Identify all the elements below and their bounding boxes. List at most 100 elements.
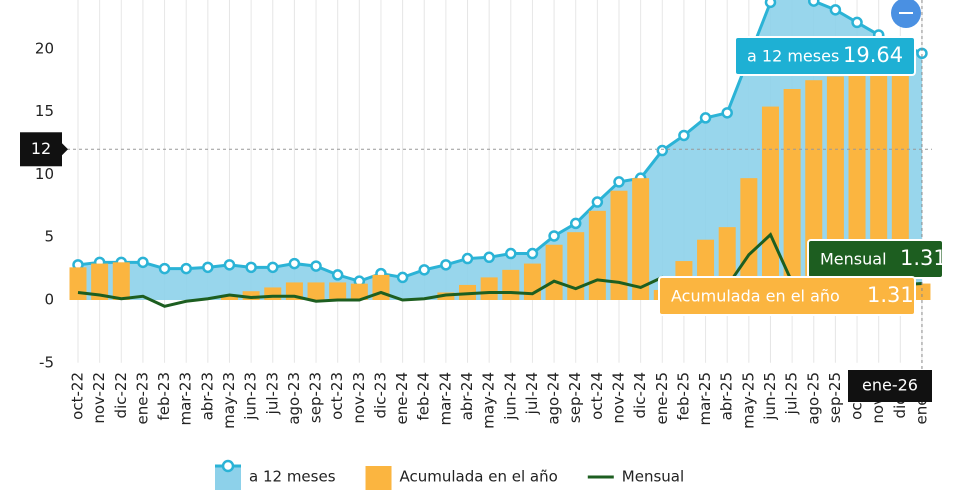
- point: [418, 264, 430, 276]
- bar: [112, 262, 130, 300]
- x-tick-label: dic-23: [371, 372, 389, 418]
- point: [223, 259, 236, 271]
- y-tick-label: 5: [44, 228, 54, 246]
- x-tick-label: ago-23: [285, 372, 303, 425]
- point: [440, 259, 452, 271]
- line: [77, 232, 923, 308]
- legend-swatch-dot: [221, 459, 235, 473]
- bar: [350, 283, 368, 300]
- x-tick-label: mar-24: [436, 372, 454, 426]
- x-tooltip-box: [848, 370, 932, 402]
- legend-item: Mensual: [587, 468, 684, 486]
- x-tick-label: ago-24: [545, 372, 563, 425]
- point: [569, 217, 582, 230]
- bar: [264, 287, 282, 300]
- point: [829, 4, 842, 16]
- y-tick-label: 0: [44, 291, 54, 309]
- area-line: [77, 0, 923, 283]
- tooltip-label: a 12 meses: [747, 47, 839, 66]
- point: [483, 251, 495, 264]
- legend-item: Acumulada en el año: [365, 466, 558, 490]
- bar: [545, 244, 563, 300]
- y-tick-label: -5: [39, 353, 54, 371]
- point: [461, 252, 474, 265]
- overlay: 12 a 12 meses 19.64 Mensual 1.31 Acumulada en…: [20, 0, 947, 402]
- bar: [891, 43, 909, 300]
- x-tick-label: jul-24: [523, 372, 541, 415]
- reference-tag-arrow: [62, 143, 68, 156]
- tooltip-value: 1.31: [867, 283, 914, 307]
- bar: [610, 190, 628, 300]
- x-tick-label: sep-25: [826, 372, 844, 423]
- x-tick-label: jul-25: [783, 372, 801, 415]
- x-tick-label: abr-25: [718, 372, 736, 420]
- tooltip-value: 1.31: [900, 246, 947, 270]
- x-tick-label: mar-25: [696, 372, 714, 426]
- x-tick-label: nov-24: [610, 372, 628, 424]
- bar: [242, 291, 260, 300]
- tooltip-label: Mensual: [820, 250, 887, 269]
- point: [331, 269, 344, 281]
- x-tick-label: ene-24: [393, 372, 411, 424]
- point: [396, 271, 409, 284]
- x-tooltip-label: ene-26: [862, 376, 918, 395]
- point: [267, 261, 279, 274]
- point: [310, 260, 322, 272]
- legend: a 12 meses Acumulada en el año Mensual: [215, 459, 684, 490]
- bar: [588, 210, 606, 300]
- x-tick-label: dic-24: [631, 372, 649, 418]
- x-tick-label: feb-23: [155, 372, 173, 421]
- point: [699, 112, 712, 124]
- area-fill: [78, 0, 922, 300]
- point: [851, 16, 863, 29]
- point: [245, 261, 257, 274]
- point: [137, 256, 149, 269]
- x-tick-label: mar-23: [177, 372, 195, 426]
- tooltip-box: [658, 276, 916, 316]
- bar: [372, 274, 390, 300]
- point: [764, 0, 777, 9]
- y-tick-label: 15: [35, 102, 54, 120]
- legend-swatch: [365, 466, 392, 490]
- x-tick-label: feb-24: [415, 372, 433, 421]
- bar: [740, 178, 758, 300]
- point: [548, 230, 560, 242]
- x-tick-label: abr-23: [198, 372, 216, 420]
- x-tick-label: jun-25: [761, 372, 779, 421]
- tooltip-box: [734, 36, 916, 76]
- x-tick-label: jun-24: [501, 372, 519, 421]
- bar: [761, 106, 779, 301]
- point: [202, 261, 214, 274]
- bar: [220, 294, 238, 300]
- x-tick-label: may-23: [220, 372, 238, 429]
- y-tick-label: 20: [35, 39, 54, 57]
- x-tick-label: dic-22: [112, 372, 130, 418]
- collapse-button[interactable]: [891, 0, 921, 28]
- bar: [567, 232, 585, 300]
- bar: [783, 88, 801, 300]
- x-tick-label: oct-24: [588, 372, 606, 420]
- bar: [329, 282, 347, 300]
- x-tick-label: ene-25: [653, 372, 671, 424]
- bar: [69, 267, 87, 300]
- legend-label: Acumulada en el año: [400, 468, 558, 486]
- point: [678, 129, 690, 142]
- x-tick-label: oct-22: [69, 372, 87, 420]
- point: [613, 176, 625, 188]
- bar: [913, 283, 931, 300]
- x-tick-label: may-25: [739, 372, 757, 429]
- point: [180, 262, 192, 275]
- y-tick-label: 10: [35, 165, 54, 183]
- point: [721, 107, 733, 119]
- x-tick-label: oct-23: [328, 372, 346, 420]
- x-tick-label: jul-23: [263, 372, 281, 415]
- legend-item: a 12 meses: [215, 459, 336, 490]
- x-tick-label: sep-23: [307, 372, 325, 423]
- bar: [91, 263, 109, 300]
- bar: [502, 269, 520, 300]
- point: [808, 0, 820, 7]
- point: [591, 196, 604, 208]
- x-tick-label: nov-23: [350, 372, 368, 424]
- point: [288, 257, 301, 270]
